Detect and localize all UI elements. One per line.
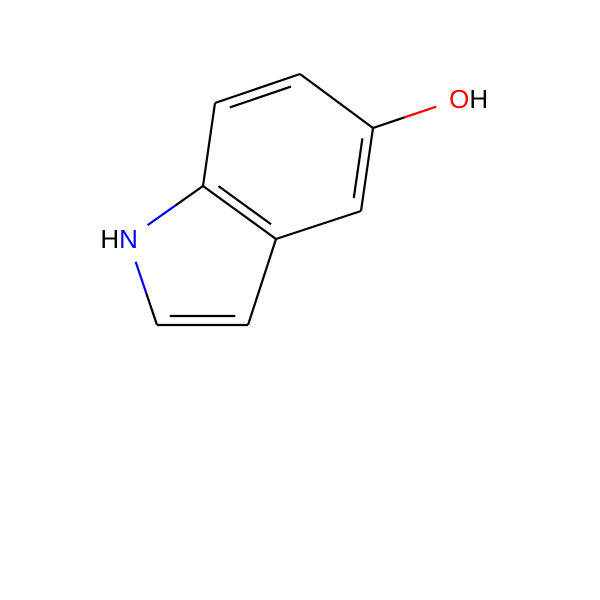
bond-line — [276, 211, 361, 239]
bond-line — [203, 103, 215, 186]
bond-line — [175, 186, 203, 206]
bond-line — [230, 87, 291, 108]
bond-line — [148, 206, 176, 226]
bond-line — [146, 293, 157, 325]
bond-line — [373, 117, 405, 128]
bond-line — [248, 239, 276, 325]
bond-line — [300, 74, 373, 128]
bond-line — [203, 186, 276, 239]
atom-label-o: OH — [449, 84, 488, 114]
bond-line — [136, 262, 147, 294]
atom-label-n: HN — [100, 224, 138, 254]
molecule-diagram: HN OH — [0, 0, 600, 600]
bond-line — [405, 107, 437, 118]
bond-line — [354, 138, 363, 198]
bond-line — [219, 186, 272, 224]
